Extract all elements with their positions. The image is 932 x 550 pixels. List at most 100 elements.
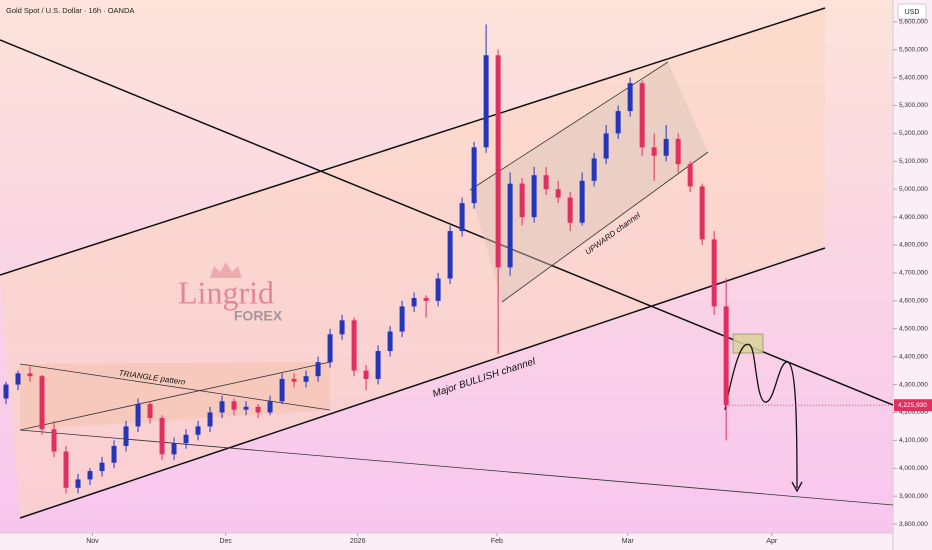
y-tick-label: 5,500,000 — [899, 46, 928, 53]
candle-body — [375, 351, 381, 379]
candle-body — [687, 164, 693, 187]
triangle-line — [19, 361, 331, 431]
x-tick-label: Apr — [766, 538, 778, 545]
candle-body — [147, 404, 153, 419]
y-tick-label: 5,000,000 — [899, 186, 928, 193]
candle-body — [651, 147, 657, 156]
y-tick-label: 4,400,000 — [899, 353, 928, 360]
candle-body — [123, 426, 129, 446]
candle-body — [99, 462, 105, 472]
candle-body — [639, 83, 645, 148]
y-tick-label: 5,200,000 — [899, 130, 928, 137]
currency-box — [897, 3, 927, 20]
candle-body — [135, 404, 141, 427]
projection-arrow — [791, 481, 803, 493]
x-tick-label: Nov — [86, 538, 99, 545]
candle-body — [51, 429, 57, 452]
y-axis-panel — [893, 0, 932, 550]
candle-body — [3, 384, 9, 399]
y-tick-label: 4,000,000 — [899, 465, 928, 472]
y-tick-label: 3,900,000 — [899, 493, 928, 500]
y-tick-label: 3,800,000 — [899, 521, 928, 528]
candle-body — [543, 175, 549, 190]
target-zone — [732, 333, 764, 354]
y-tick-label: 5,600,000 — [899, 18, 928, 25]
candle-body — [291, 378, 297, 382]
upward-channel-fill — [470, 62, 708, 302]
candle-body — [711, 239, 717, 307]
currency: USD — [905, 9, 920, 16]
marks — [3, 24, 729, 494]
candle-body — [411, 298, 417, 307]
candle-body — [627, 83, 633, 112]
candle-body — [387, 331, 393, 352]
y-tick-label: 4,100,000 — [899, 437, 928, 444]
candle-body — [363, 370, 369, 379]
candle-body — [591, 158, 597, 181]
x-axis-panel — [0, 533, 893, 550]
candle-body — [159, 418, 165, 455]
candle-body — [207, 412, 213, 427]
candle-body — [255, 406, 261, 413]
watermark-brand: Lingrid — [178, 274, 274, 310]
upward-channel-line — [501, 151, 709, 303]
candle-body — [303, 376, 309, 382]
candle-body — [315, 362, 321, 377]
y-tick-label: 4,500,000 — [899, 325, 928, 332]
candle-body — [351, 320, 357, 371]
candle-body — [483, 55, 489, 148]
y-tick-label: 4,600,000 — [899, 298, 928, 305]
y-tick-label: 5,400,000 — [899, 74, 928, 81]
candle-body — [15, 373, 21, 385]
candle-body — [87, 471, 93, 480]
candle-body — [63, 451, 69, 488]
x-tick-label: 2026 — [350, 538, 366, 545]
candle-body — [531, 175, 537, 218]
candle-body — [399, 306, 405, 332]
candle-body — [327, 334, 333, 363]
candle-body — [243, 406, 249, 410]
watermark-sub: FOREX — [234, 308, 283, 324]
candle-body — [723, 306, 729, 406]
candle-body — [471, 147, 477, 204]
triangle-line — [19, 363, 331, 411]
channel-line — [0, 7, 826, 276]
candle-body — [171, 443, 177, 455]
candle-body — [219, 401, 225, 413]
y-tick-label: 4,300,000 — [899, 381, 928, 388]
candle-body — [555, 189, 561, 198]
chart-title: Gold Spot / U.S. Dollar · 16h · OANDA — [6, 6, 134, 15]
candle-body — [519, 183, 525, 218]
candle-body — [459, 203, 465, 232]
candle-body — [195, 426, 201, 435]
candle-body — [75, 479, 81, 488]
candle-body — [507, 183, 513, 268]
upward-channel-line — [469, 61, 669, 191]
logo-crown — [210, 262, 242, 278]
projection-path — [724, 343, 798, 489]
support-line — [19, 429, 894, 506]
candle-body — [231, 401, 237, 410]
y-tick-label: 4,200,000 — [899, 409, 928, 416]
candle-body — [447, 231, 453, 279]
candle-body — [423, 298, 429, 301]
candle-body — [675, 138, 681, 165]
channel-line — [19, 247, 826, 519]
y-tick-label: 4,700,000 — [899, 270, 928, 277]
y-tick-label: 5,100,000 — [899, 158, 928, 165]
candle-body — [339, 320, 345, 335]
candle-body — [183, 434, 189, 444]
candle-body — [603, 133, 609, 159]
y-tick-label: 5,300,000 — [899, 102, 928, 109]
candle-body — [435, 278, 441, 301]
candle-body — [495, 55, 501, 268]
candle-body — [279, 378, 285, 402]
y-tick-label: 4,900,000 — [899, 214, 928, 221]
last-price-box — [894, 399, 932, 412]
y-tick-label: 4,800,000 — [899, 242, 928, 249]
candle-body — [267, 401, 273, 413]
candle-body — [579, 180, 585, 223]
x-tick-label: Mar — [622, 538, 635, 545]
